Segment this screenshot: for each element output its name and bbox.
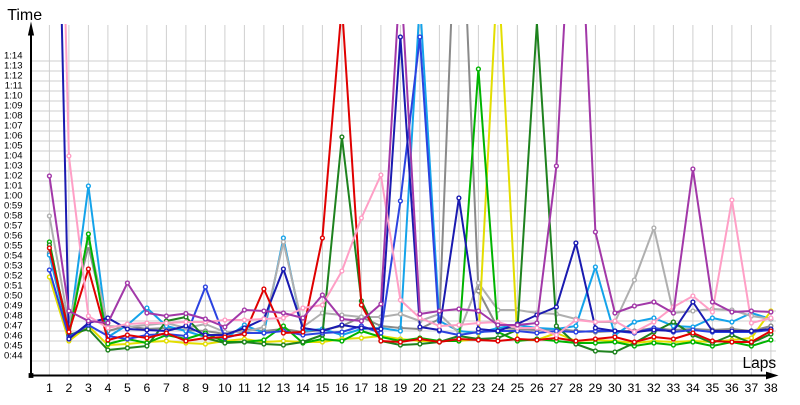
svg-text:0:47: 0:47 [4, 321, 23, 332]
svg-text:18: 18 [374, 381, 388, 395]
svg-text:0:57: 0:57 [4, 221, 23, 232]
svg-text:6: 6 [143, 381, 150, 395]
svg-text:1:08: 1:08 [4, 111, 23, 122]
svg-text:0:44: 0:44 [4, 351, 23, 362]
svg-text:27: 27 [550, 381, 564, 395]
svg-text:8: 8 [182, 381, 189, 395]
svg-text:1:11: 1:11 [5, 81, 23, 92]
svg-text:0:52: 0:52 [4, 271, 23, 282]
svg-text:20: 20 [413, 381, 427, 395]
svg-text:22: 22 [452, 381, 466, 395]
svg-text:0:55: 0:55 [4, 241, 23, 252]
svg-text:1:01: 1:01 [4, 181, 23, 192]
svg-text:4: 4 [104, 381, 111, 395]
svg-text:14: 14 [296, 381, 310, 395]
svg-text:25: 25 [511, 381, 525, 395]
svg-text:1:13: 1:13 [4, 61, 23, 72]
svg-text:1:14: 1:14 [4, 51, 23, 62]
svg-text:1:12: 1:12 [4, 71, 23, 82]
svg-text:19: 19 [394, 381, 408, 395]
svg-text:1:03: 1:03 [4, 161, 23, 172]
svg-text:1:09: 1:09 [4, 101, 23, 112]
svg-text:17: 17 [355, 381, 369, 395]
svg-text:1:02: 1:02 [4, 171, 23, 182]
svg-text:7: 7 [163, 381, 170, 395]
svg-text:29: 29 [589, 381, 603, 395]
svg-text:0:45: 0:45 [4, 341, 23, 352]
svg-text:1:04: 1:04 [4, 151, 23, 162]
svg-text:9: 9 [202, 381, 209, 395]
svg-text:23: 23 [472, 381, 486, 395]
svg-text:3: 3 [85, 381, 92, 395]
svg-text:1:00: 1:00 [4, 191, 23, 202]
svg-text:13: 13 [277, 381, 291, 395]
svg-text:0:56: 0:56 [4, 231, 23, 242]
svg-text:31: 31 [628, 381, 642, 395]
svg-text:2: 2 [65, 381, 72, 395]
svg-text:10: 10 [218, 381, 232, 395]
svg-text:1:06: 1:06 [4, 131, 23, 142]
svg-text:Laps: Laps [743, 355, 777, 372]
svg-text:12: 12 [257, 381, 271, 395]
svg-text:0:53: 0:53 [4, 261, 23, 272]
svg-text:21: 21 [433, 381, 447, 395]
svg-text:0:51: 0:51 [4, 281, 23, 292]
svg-text:34: 34 [686, 381, 700, 395]
svg-text:24: 24 [491, 381, 505, 395]
svg-text:32: 32 [647, 381, 661, 395]
svg-text:1: 1 [46, 381, 53, 395]
svg-text:1:10: 1:10 [4, 91, 23, 102]
svg-text:37: 37 [745, 381, 759, 395]
svg-text:0:50: 0:50 [4, 291, 23, 302]
svg-text:0:58: 0:58 [4, 211, 23, 222]
svg-text:16: 16 [335, 381, 349, 395]
svg-text:0:59: 0:59 [4, 201, 23, 212]
svg-text:1:05: 1:05 [4, 141, 23, 152]
svg-text:1:07: 1:07 [4, 121, 23, 132]
svg-text:38: 38 [764, 381, 778, 395]
svg-text:0:46: 0:46 [4, 331, 23, 342]
svg-text:28: 28 [569, 381, 583, 395]
svg-text:0:49: 0:49 [4, 301, 23, 312]
svg-text:33: 33 [667, 381, 681, 395]
svg-text:5: 5 [124, 381, 131, 395]
svg-text:0:54: 0:54 [4, 251, 23, 262]
svg-text:36: 36 [725, 381, 739, 395]
svg-text:35: 35 [706, 381, 720, 395]
svg-text:15: 15 [316, 381, 330, 395]
svg-text:0:48: 0:48 [4, 311, 23, 322]
svg-text:Time: Time [7, 7, 42, 24]
svg-text:30: 30 [608, 381, 622, 395]
svg-text:11: 11 [238, 381, 251, 395]
svg-text:26: 26 [530, 381, 544, 395]
